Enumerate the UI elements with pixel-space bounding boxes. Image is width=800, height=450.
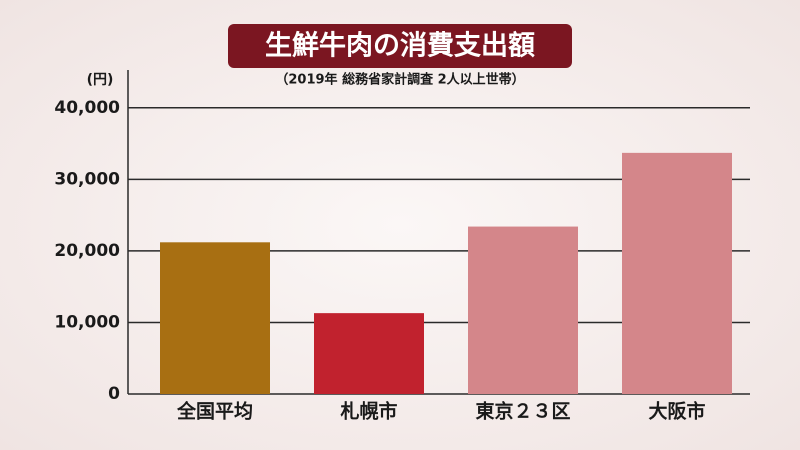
x-tick-label: 大阪市 — [648, 400, 705, 423]
y-tick-label: 10,000 — [54, 312, 120, 332]
x-tick-label: 東京２３区 — [475, 400, 570, 423]
bar — [160, 242, 270, 394]
y-axis-label: (円) — [87, 72, 114, 88]
x-tick-label: 札幌市 — [339, 400, 397, 423]
y-tick-label: 20,000 — [54, 241, 120, 261]
bar — [622, 152, 732, 394]
y-tick-label: 40,000 — [54, 98, 120, 118]
chart-title: 生鮮牛肉の消費支出額 — [265, 30, 535, 62]
bar — [314, 313, 424, 394]
y-tick-label: 0 — [108, 384, 120, 404]
title-box — [228, 24, 572, 68]
chart-subtitle: （2019年 総務省家計調査 2人以上世帯） — [275, 72, 524, 88]
bar — [468, 226, 578, 394]
y-tick-label: 30,000 — [54, 169, 120, 189]
x-tick-label: 全国平均 — [176, 400, 253, 423]
